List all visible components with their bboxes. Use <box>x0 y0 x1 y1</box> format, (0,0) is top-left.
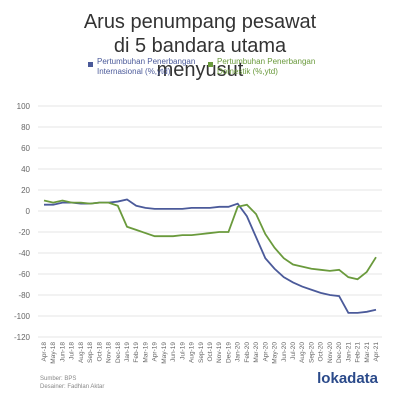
x-tick-label: Dec-18 <box>115 342 122 363</box>
y-tick-label: 20 <box>21 186 30 195</box>
x-tick-label: Jul-18 <box>69 342 76 360</box>
x-tick-label: Nov-18 <box>106 342 113 363</box>
x-tick-label: Apr-20 <box>262 342 269 362</box>
x-tick-label: Mar-21 <box>364 342 371 363</box>
x-tick-label: Oct-20 <box>318 342 325 362</box>
x-tick-label: May-18 <box>50 342 57 364</box>
x-tick-label: Feb-19 <box>133 342 140 363</box>
y-tick-label: 40 <box>21 165 30 174</box>
y-tick-label: 100 <box>17 102 31 111</box>
x-tick-label: Mar-20 <box>253 342 260 363</box>
x-tick-label: Jun-18 <box>59 342 66 362</box>
y-tick-label: -80 <box>18 291 30 300</box>
x-tick-label: Dec-20 <box>336 342 343 363</box>
source: Sumber: BPS <box>40 376 77 382</box>
x-tick-label: Jun-19 <box>170 342 177 362</box>
x-tick-label: Jul-20 <box>290 342 297 360</box>
x-tick-label: Oct-18 <box>96 342 103 362</box>
legend-box: Pertumbuhan Penerbangan Internasional (%… <box>97 57 196 76</box>
logo: lokadata <box>317 370 378 387</box>
y-tick-label: 60 <box>21 144 30 153</box>
title-text: Arus penumpang pesawat di 5 bandara utam… <box>83 11 317 81</box>
y-tick-label: -120 <box>14 333 31 342</box>
x-tick-label: Jul-19 <box>179 342 186 360</box>
x-tick-label: Mar-19 <box>142 342 149 363</box>
designer: Desainer: Fadhlan Aktar <box>40 384 105 390</box>
x-tick-label: Jun-20 <box>281 342 288 362</box>
y-tick-label: -60 <box>18 270 30 279</box>
legend-swatch <box>88 62 93 67</box>
x-tick-label: Apr-18 <box>41 342 48 362</box>
legend-box: Pertumbuhan Penerbangan Domestik (%,ytd) <box>217 57 316 76</box>
x-tick-label: Sep-19 <box>198 342 205 363</box>
chart-title: Arus penumpang pesawat di 5 bandara utam… <box>0 10 400 82</box>
x-tick-label: Sep-20 <box>308 342 315 363</box>
x-tick-label: Jan-19 <box>124 342 131 362</box>
y-tick-label: -40 <box>18 249 30 258</box>
y-tick-label: 80 <box>21 123 30 132</box>
y-tick-label: -100 <box>14 312 31 321</box>
x-tick-label: Dec-19 <box>225 342 232 363</box>
x-tick-label: Aug-19 <box>189 342 196 363</box>
x-tick-label: Apr-19 <box>152 342 159 362</box>
x-tick-label: Jan-20 <box>235 342 242 362</box>
x-tick-label: May-19 <box>161 342 168 364</box>
x-tick-label: Sep-18 <box>87 342 94 363</box>
series-line <box>44 198 377 314</box>
x-tick-label: Nov-19 <box>216 342 223 363</box>
y-tick-label: -20 <box>18 228 30 237</box>
y-tick-label: 0 <box>26 207 31 216</box>
x-tick-label: Oct-19 <box>207 342 214 362</box>
x-tick-label: Jan-21 <box>345 342 352 362</box>
legend-swatch <box>208 62 213 67</box>
series-line <box>43 199 377 281</box>
legend-label: Pertumbuhan Penerbangan Domestik (%,ytd) <box>217 57 316 76</box>
x-tick-label: Nov-20 <box>327 342 334 363</box>
x-tick-label: Feb-20 <box>244 342 251 363</box>
legend-label: Pertumbuhan Penerbangan Internasional (%… <box>97 57 196 76</box>
x-tick-label: May-20 <box>272 342 279 364</box>
x-tick-label: Aug-18 <box>78 342 85 363</box>
x-tick-label: Apr-21 <box>373 342 380 362</box>
x-tick-label: Aug-20 <box>299 342 306 363</box>
x-tick-label: Feb-21 <box>355 342 362 363</box>
